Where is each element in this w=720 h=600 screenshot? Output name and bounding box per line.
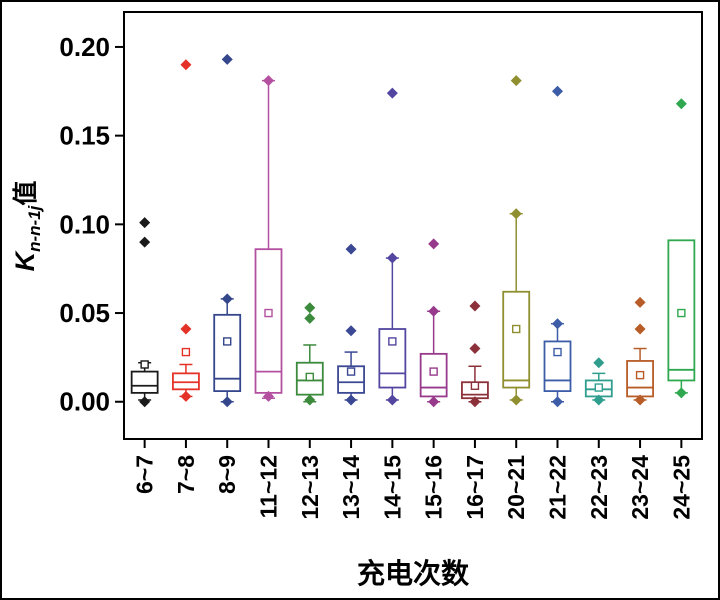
plot-frame — [123, 11, 703, 440]
y-tick-label: 0.00 — [59, 387, 110, 417]
x-tick-label: 20~21 — [503, 455, 529, 520]
mean-marker — [264, 308, 273, 318]
mean-marker — [594, 383, 603, 392]
mean-marker — [635, 370, 645, 380]
mean-marker — [677, 308, 686, 318]
box-group-21~22 — [543, 85, 572, 408]
box-group-23~24 — [626, 296, 654, 406]
y-tick-label: 0.20 — [59, 32, 110, 62]
outlier-marker — [634, 323, 646, 335]
outlier-marker — [386, 252, 398, 264]
outlier-marker — [510, 394, 522, 406]
outlier-marker — [304, 302, 316, 314]
box-group-7~8 — [172, 59, 200, 402]
y-tick-label: 0.10 — [59, 209, 110, 239]
outlier-marker — [593, 357, 605, 369]
x-tick-label: 24~25 — [668, 455, 694, 520]
outlier-marker — [552, 396, 563, 408]
outlier-marker — [469, 300, 481, 312]
outlier-marker — [675, 387, 687, 399]
outlier-marker — [634, 394, 646, 406]
box-group-20~21 — [502, 75, 531, 406]
x-tick-label: 22~23 — [586, 455, 612, 520]
mean-marker — [305, 372, 314, 382]
outlier-marker — [552, 85, 563, 97]
mean-marker — [470, 381, 480, 390]
x-axis-title: 充电次数 — [357, 557, 470, 589]
outlier-marker — [180, 390, 192, 402]
box-group-13~14 — [337, 243, 365, 406]
mean-marker — [553, 347, 562, 357]
outlier-marker — [386, 87, 398, 99]
y-tick-label: 0.15 — [59, 121, 110, 151]
x-tick-label: 14~15 — [379, 455, 405, 520]
box-group-12~13 — [295, 302, 324, 406]
x-tick-label: 23~24 — [627, 455, 653, 520]
outlier-marker — [510, 75, 522, 87]
x-tick-label: 8~9 — [214, 455, 240, 494]
outlier-marker — [139, 217, 151, 229]
mean-marker — [512, 324, 521, 334]
outlier-marker — [180, 59, 192, 71]
mean-marker — [223, 337, 232, 346]
outlier-marker — [139, 236, 151, 248]
mean-marker — [140, 360, 149, 369]
y-tick-label: 0.05 — [59, 298, 110, 328]
outlier-marker — [675, 98, 687, 110]
outlier-marker — [428, 396, 440, 408]
outlier-marker — [593, 394, 605, 406]
outlier-marker — [469, 343, 481, 355]
outlier-marker — [634, 296, 646, 308]
box-group-11~12 — [254, 75, 283, 402]
mean-marker — [429, 367, 438, 376]
mean-marker — [346, 367, 356, 376]
outlier-marker — [221, 53, 233, 65]
box-group-16~17 — [461, 300, 489, 408]
outlier-marker — [345, 325, 357, 337]
outlier-marker — [263, 390, 274, 402]
outlier-marker — [221, 293, 233, 305]
x-tick-label: 16~17 — [462, 455, 488, 520]
x-tick-label: 11~12 — [256, 455, 282, 518]
box-group-22~23 — [584, 357, 613, 406]
outlier-marker — [428, 305, 440, 317]
mean-marker — [388, 337, 397, 346]
outlier-marker — [221, 396, 233, 408]
outlier-marker — [139, 396, 151, 408]
x-tick-label: 7~8 — [173, 455, 199, 494]
outlier-marker — [263, 75, 274, 87]
x-tick-label: 15~16 — [421, 455, 447, 520]
outlier-marker — [552, 318, 563, 330]
box-group-6~7 — [130, 217, 159, 408]
x-tick-label: 21~22 — [545, 455, 571, 520]
outlier-marker — [345, 394, 357, 406]
mean-marker — [181, 347, 191, 357]
outlier-marker — [304, 312, 316, 324]
outlier-marker — [180, 323, 192, 335]
y-axis-title: Kn-n-1j值 — [10, 181, 44, 272]
outlier-marker — [345, 243, 357, 255]
x-tick-label: 13~14 — [338, 455, 364, 520]
box-group-15~16 — [419, 238, 448, 408]
x-tick-label: 6~7 — [132, 455, 158, 494]
outlier-marker — [386, 394, 398, 406]
outlier-marker — [304, 394, 316, 406]
outlier-marker — [428, 238, 440, 250]
box-group-8~9 — [213, 53, 242, 408]
outlier-marker — [469, 396, 481, 408]
x-tick-label: 12~13 — [297, 455, 323, 520]
box-group-14~15 — [378, 87, 407, 406]
outlier-marker — [510, 208, 522, 220]
box-group-24~25 — [667, 98, 696, 399]
